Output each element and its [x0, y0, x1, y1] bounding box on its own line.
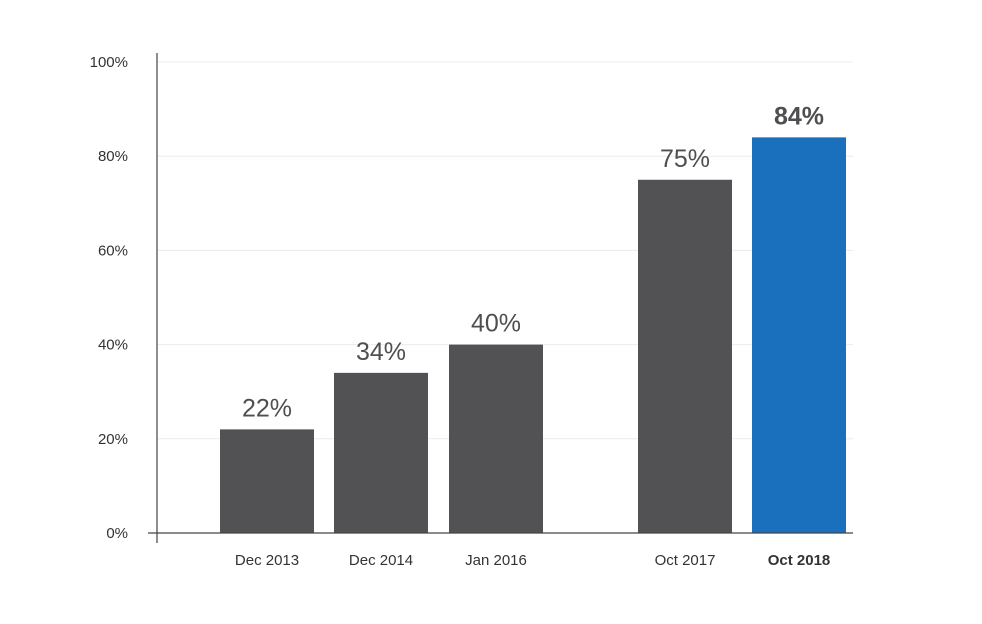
bar — [449, 344, 543, 533]
y-tick-label: 0% — [106, 525, 128, 542]
x-tick-labels: Dec 2013 Dec 2014 Jan 2016 Oct 2017 Oct 2018 — [235, 552, 830, 569]
y-tick-label: 80% — [98, 148, 128, 165]
y-tick-label: 100% — [90, 54, 128, 71]
x-tick-label: Oct 2018 — [768, 552, 831, 569]
y-tick-labels: 0% 20% 40% 60% 80% 100% — [90, 54, 128, 542]
bar-value-label: 40% — [471, 310, 521, 338]
bar — [752, 137, 846, 534]
x-tick-label: Dec 2013 — [235, 552, 299, 569]
bars — [220, 137, 846, 534]
gridlines — [157, 61, 853, 440]
x-tick-label: Dec 2014 — [349, 552, 413, 569]
bar-value-label: 34% — [356, 338, 406, 366]
bar-value-label: 22% — [242, 394, 292, 422]
bar-value-label: 84% — [774, 102, 824, 130]
bar — [220, 429, 314, 533]
bar — [334, 372, 428, 533]
y-tick-label: 40% — [98, 337, 128, 354]
y-tick-label: 20% — [98, 431, 128, 448]
bar-value-labels: 22% 34% 40% 75% 84% — [242, 102, 824, 422]
axes — [148, 53, 853, 543]
y-tick-label: 60% — [98, 242, 128, 259]
x-tick-label: Jan 2016 — [465, 552, 527, 569]
bar-value-label: 75% — [660, 145, 710, 173]
bar — [638, 179, 732, 533]
x-tick-label: Oct 2017 — [655, 552, 716, 569]
